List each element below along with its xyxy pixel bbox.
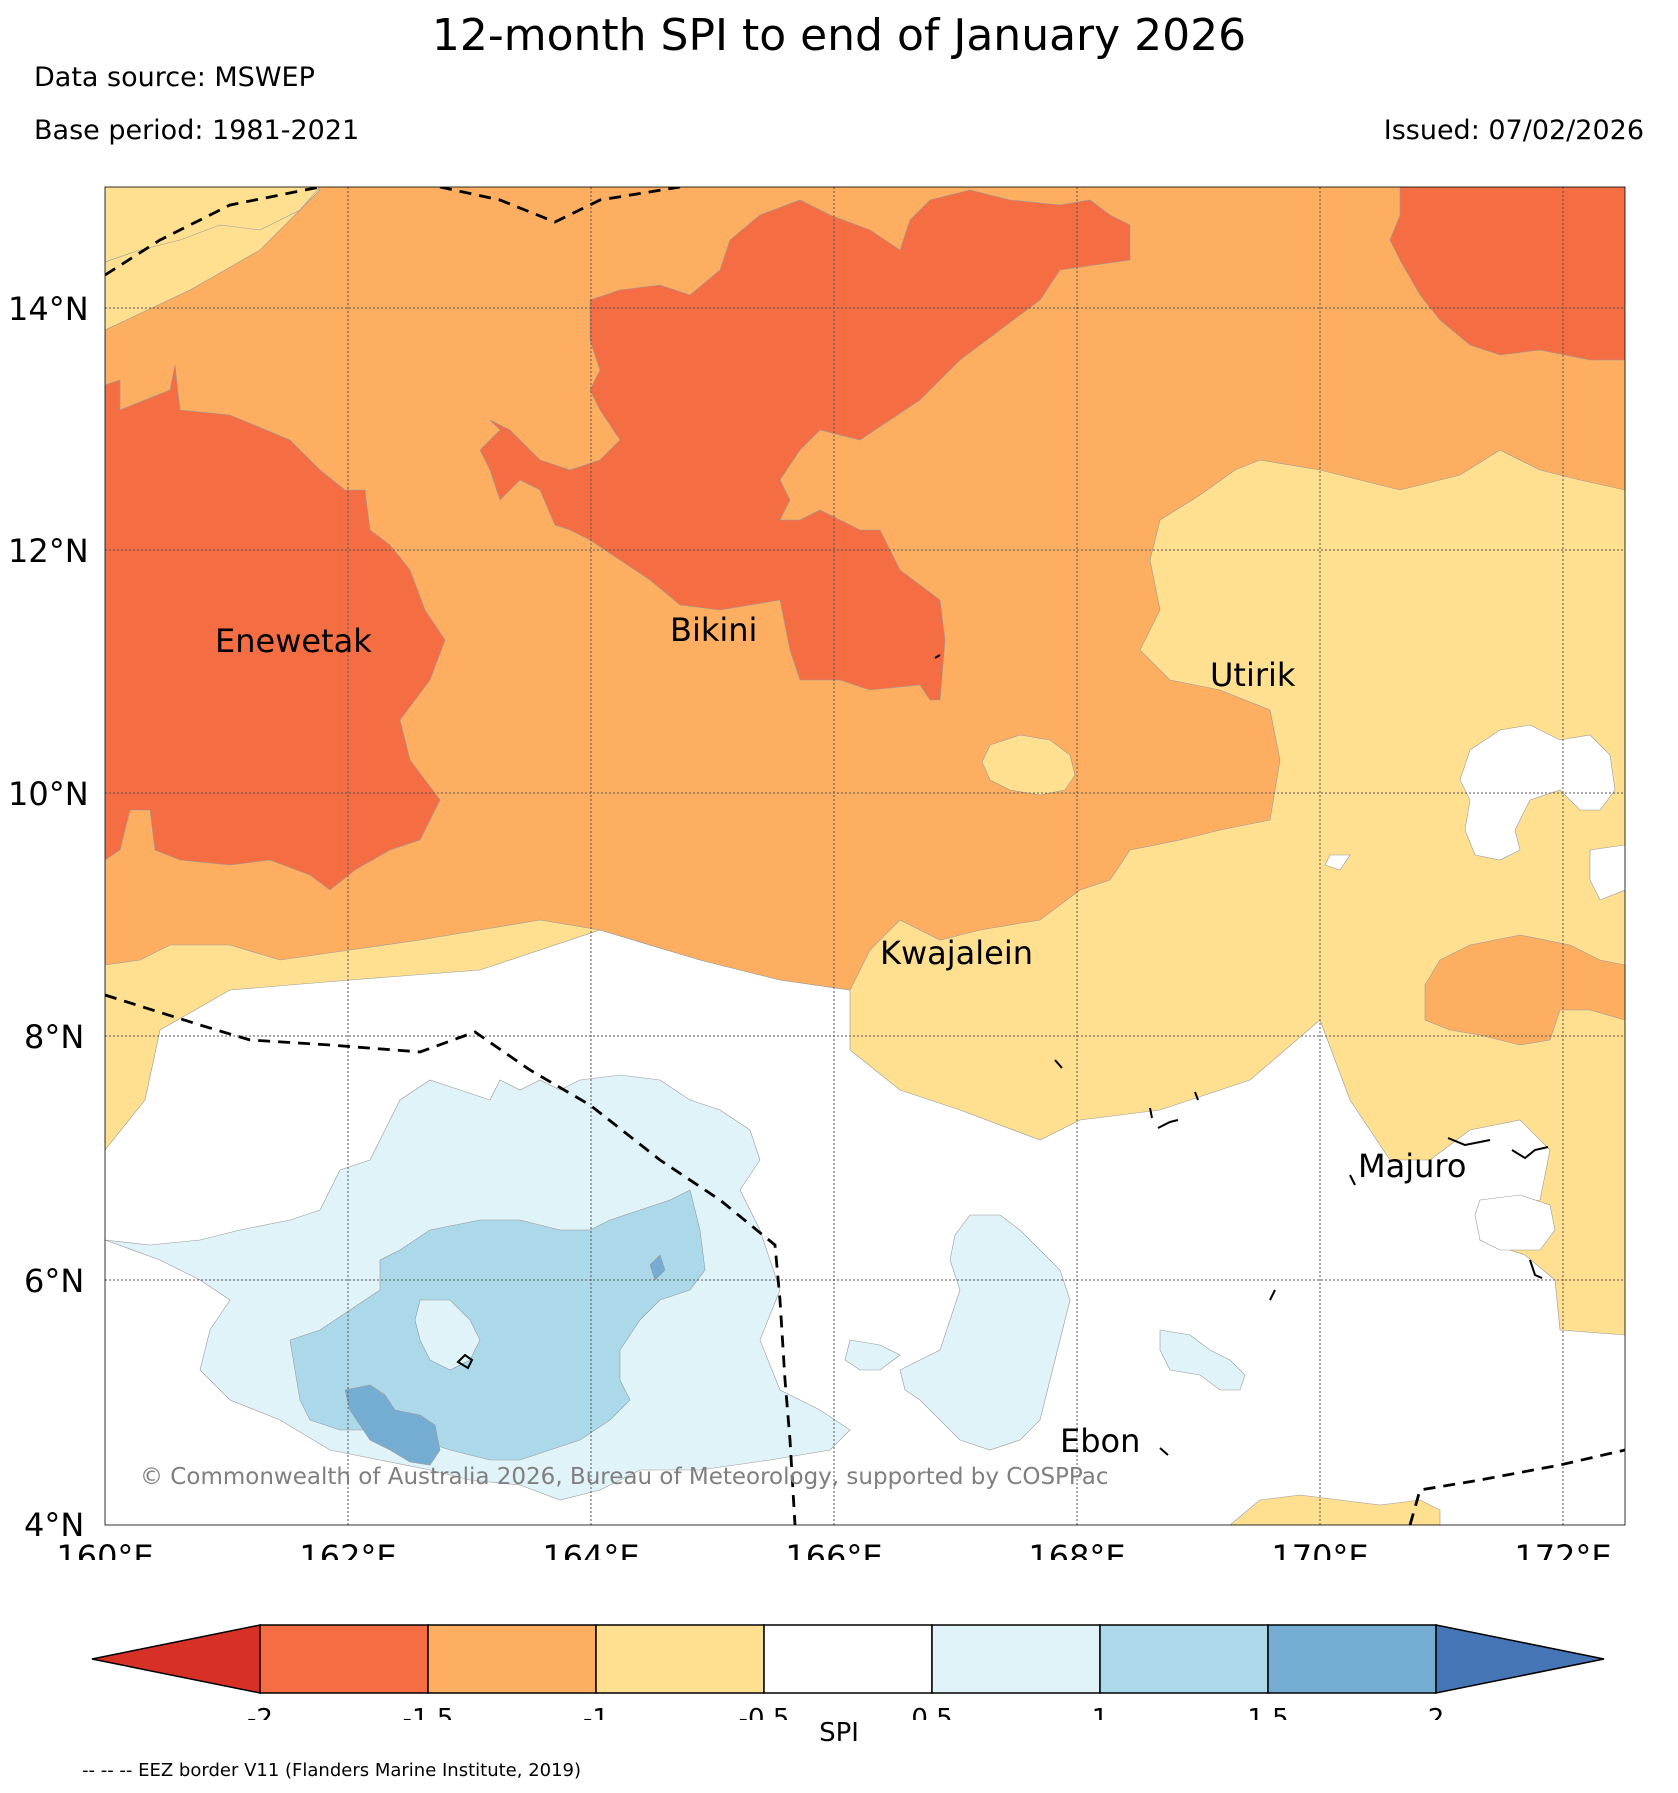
lon-label-170e: 170°E [1271,1538,1368,1560]
colorbar-bin-1 [259,1624,429,1694]
spi-region-pale-blue-east2 [844,1339,901,1371]
base-period-label: Base period: 1981-2021 [34,115,360,146]
map-frame [104,186,1626,1526]
spi-region-dark-orange-east [1424,934,1625,1046]
spi-region-dark-orange-ne [1389,187,1625,361]
spi-region-light-yellow-center [981,734,1076,796]
spi-colorbar: -2 -1.5 -1 -0.5 0.5 1 1.5 2 [91,1624,1605,1720]
spi-map: 14°N 12°N 10°N 8°N 6°N 4°N 160°E 162°E 1… [8,186,1626,1560]
spi-region-white-east2 [1324,854,1351,871]
colorbar-bin-4 [763,1624,933,1694]
colorbar-extend-high [1435,1624,1605,1694]
lat-label-8n: 8°N [24,1018,84,1056]
place-kwajalein: Kwajalein [880,934,1033,972]
spi-region-pale-blue-east [899,1214,1071,1451]
colorbar-tick: 0.5 [911,1704,952,1720]
colorbar-bin-5 [931,1624,1101,1694]
lon-label-172e: 172°E [1514,1538,1611,1560]
lon-label-162e: 162°E [299,1538,396,1560]
eez-legend-note: -- -- -- EEZ border V11 (Flanders Marine… [82,1760,582,1781]
colorbar-tick: -1.5 [403,1704,454,1720]
place-utirik: Utirik [1210,656,1296,694]
lon-label-164e: 164°E [542,1538,639,1560]
colorbar-label: SPI [819,1718,859,1748]
colorbar-bin-3 [595,1624,765,1694]
colorbar-tick: -1 [583,1704,609,1720]
graticule [105,187,1625,1525]
data-source-label: Data source: MSWEP [34,62,315,93]
place-enewetak: Enewetak [215,622,372,660]
spi-region-white-east4 [1474,1194,1556,1251]
lat-label-4n: 4°N [24,1506,84,1544]
place-bikini: Bikini [670,611,757,649]
colorbar-tick: 1 [1092,1704,1109,1720]
colorbar-extend-low [91,1624,261,1694]
map-title: 12-month SPI to end of January 2026 [431,10,1247,61]
lon-label-160e: 160°E [56,1538,153,1560]
spi-region-dark-orange-enewetak [105,364,446,891]
spi-region-pale-blue-hole [414,1299,481,1371]
atoll-outlines [456,654,1549,1456]
colorbar-bin-7 [1267,1624,1437,1694]
lat-label-12n: 12°N [8,532,89,570]
place-ebon: Ebon [1060,1422,1140,1460]
colorbar-tick: -2 [247,1704,273,1720]
eez-border [105,187,1625,1525]
lon-label-168e: 168°E [1028,1538,1125,1560]
issued-date-label: Issued: 07/02/2026 [1383,115,1644,146]
spi-region-light-yellow-nw [105,187,321,263]
lat-label-14n: 14°N [8,290,89,328]
colorbar-tick: 1.5 [1247,1704,1288,1720]
lat-label-10n: 10°N [8,775,89,813]
spi-region-pale-blue-east3 [1159,1329,1246,1391]
spi-region-dark-orange-bikini [479,189,1131,701]
colorbar-bin-2 [427,1624,597,1694]
spi-region-white-east3 [1589,844,1625,901]
lon-label-166e: 166°E [785,1538,882,1560]
colorbar-tick: -0.5 [739,1704,790,1720]
colorbar-bin-6 [1099,1624,1269,1694]
lat-label-6n: 6°N [24,1262,84,1300]
spi-region-blue [344,1384,441,1466]
place-majuro: Majuro [1358,1147,1466,1185]
colorbar-tick: 2 [1428,1704,1445,1720]
spi-region-blue-small [649,1254,666,1281]
spi-region-light-yellow-south [1229,1494,1441,1525]
copyright-notice: © Commonwealth of Australia 2026, Bureau… [140,1464,1109,1490]
